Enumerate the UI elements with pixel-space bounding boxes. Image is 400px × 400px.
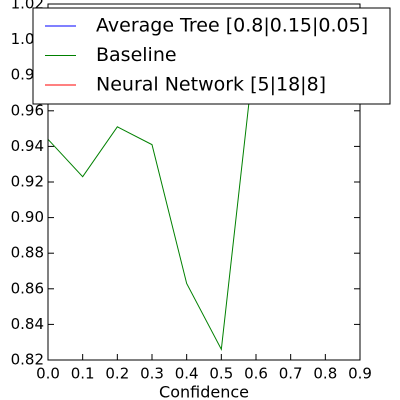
y-tick-label: 0.92 bbox=[11, 173, 44, 191]
x-tick-label: 0.4 bbox=[175, 365, 199, 383]
y-tick-label: 0.82 bbox=[11, 351, 44, 369]
y-tick-label: 0.96 bbox=[11, 101, 44, 119]
y-tick-label: 0.86 bbox=[11, 279, 44, 297]
y-tick-label: 0.88 bbox=[11, 244, 44, 262]
legend-label: Average Tree [0.8|0.15|0.05] bbox=[96, 15, 368, 37]
x-tick-label: 0.6 bbox=[244, 365, 268, 383]
x-tick-label: 0.3 bbox=[140, 365, 164, 383]
x-axis-label: Confidence bbox=[159, 383, 249, 400]
x-tick-label: 0.2 bbox=[105, 365, 129, 383]
x-tick-label: 0.8 bbox=[313, 365, 337, 383]
y-tick-label: 0.94 bbox=[11, 137, 44, 155]
plot-area bbox=[48, 39, 257, 351]
legend-label: Neural Network [5|18|8] bbox=[96, 74, 326, 96]
series-line bbox=[48, 39, 257, 351]
axes-frame bbox=[47, 3, 361, 361]
legend: Average Tree [0.8|0.15|0.05] Baseline Neur… bbox=[32, 7, 391, 105]
x-tick-label: 0.0 bbox=[36, 365, 60, 383]
legend-box bbox=[32, 7, 391, 105]
legend-label: Baseline bbox=[96, 44, 177, 66]
x-tick-label: 0.1 bbox=[71, 365, 95, 383]
y-tick-label: 0.90 bbox=[11, 208, 44, 226]
y-tick-label: 0.84 bbox=[11, 315, 44, 333]
x-tick-label: 0.5 bbox=[209, 365, 233, 383]
x-tick-label: 0.9 bbox=[348, 365, 372, 383]
x-tick-label: 0.7 bbox=[279, 365, 303, 383]
